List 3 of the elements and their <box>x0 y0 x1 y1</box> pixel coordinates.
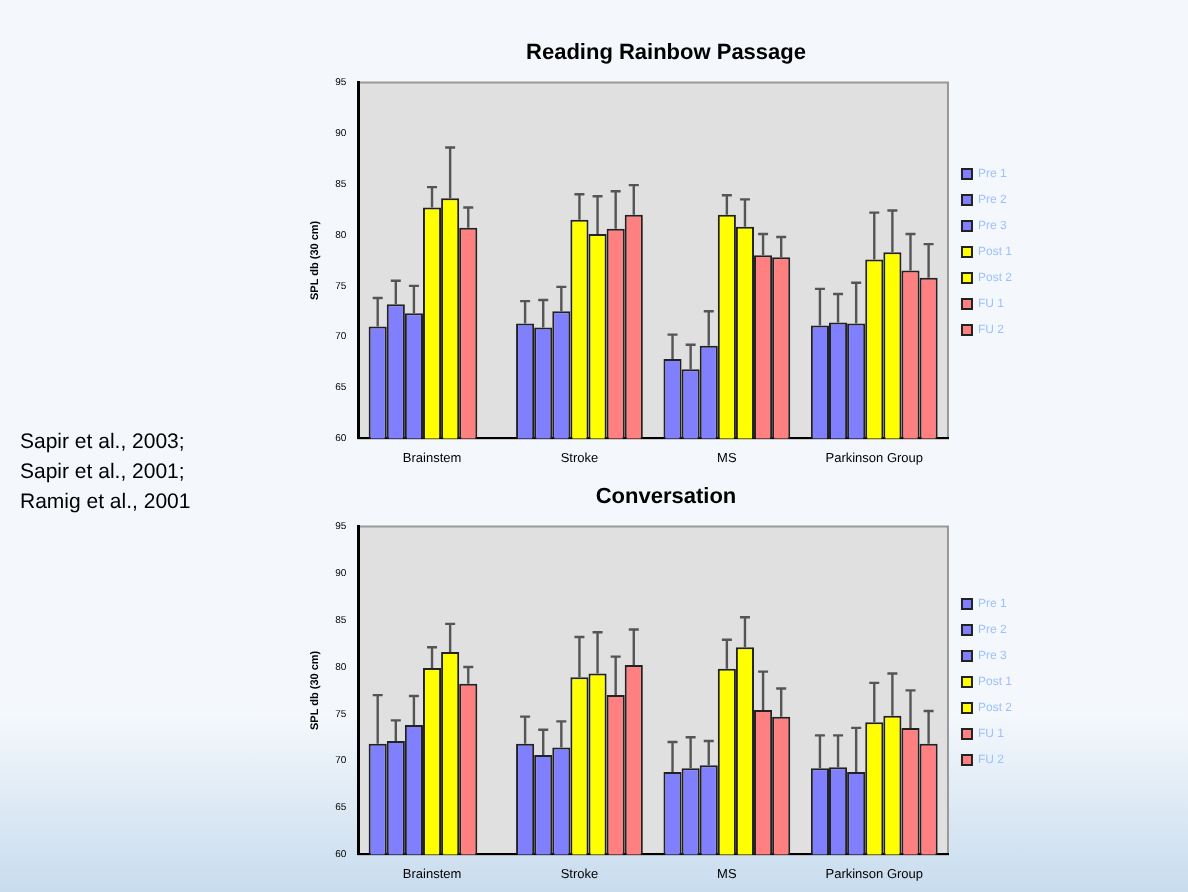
text: Sapir et al., 2003; Sapir et al., 2001; Ramig et al., 2001 <box>20 428 191 518</box>
chart-title: Conversation <box>595 485 737 510</box>
chart-title: Reading Rainbow Passage <box>526 41 806 66</box>
